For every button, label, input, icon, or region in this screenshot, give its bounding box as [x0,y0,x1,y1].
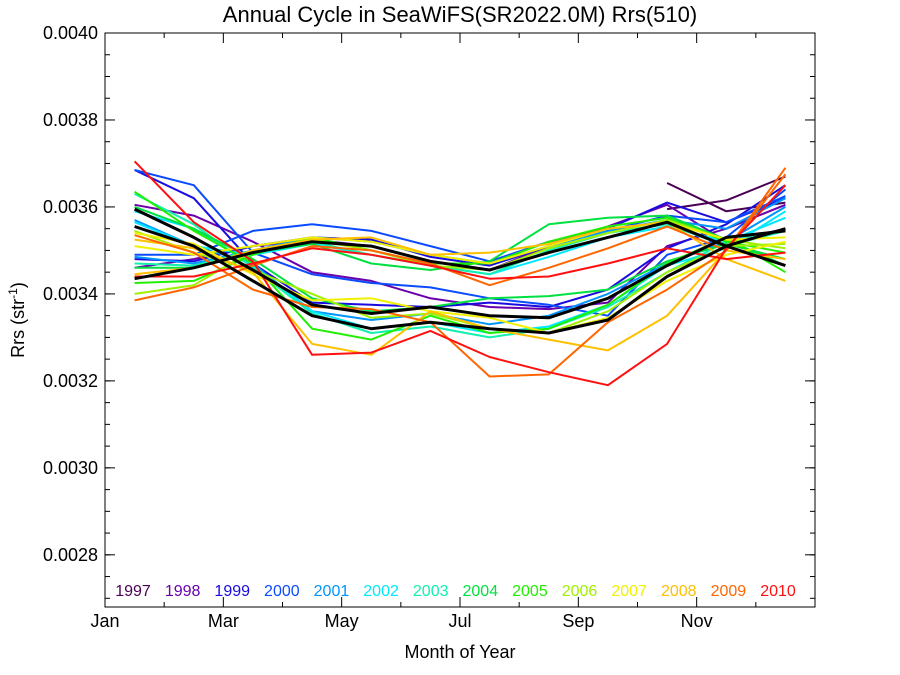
y-axis-title-close: ) [8,282,28,288]
y-tick-label: 0.0032 [43,371,98,391]
series-line-1999-upper [134,197,786,267]
series-line-mean-upper [134,220,786,281]
y-tick-label: 0.0028 [43,545,98,565]
series-line-2000-lower [134,169,787,317]
legend: 1997 1998 1999 2000 2001 2002 2003 2004 2005 2006… [115,583,796,600]
y-tick-label: 0.0034 [43,284,98,304]
legend-item-2004: 2004 [463,583,499,600]
legend-item-2001: 2001 [314,583,350,600]
legend-item-2002: 2002 [363,583,399,600]
series-line-2009-upper [134,173,787,302]
x-tick-label: Mar [208,611,239,631]
series-line-2009-lower [134,167,787,378]
x-tick-label: Sep [562,611,594,631]
x-axis-title: Month of Year [404,642,515,662]
legend-item-2006: 2006 [562,583,598,600]
legend-item-2000: 2000 [264,583,300,600]
series-line-mean-lower [133,207,786,320]
series-line-1997-lower [666,175,786,211]
legend-item-2005: 2005 [512,583,548,600]
y-tick-label: 0.0030 [43,458,98,478]
x-tick-label: Nov [681,611,713,631]
legend-item-2003: 2003 [413,583,449,600]
y-axis-title-main: Rrs (str [8,299,28,358]
legend-item-2009: 2009 [711,583,747,600]
series-line-2006-lower [134,229,786,334]
y-tick-label: 0.0040 [43,23,98,43]
y-tick-label: 0.0036 [43,197,98,217]
x-tick-label: Jan [90,611,119,631]
x-axis: Jan Mar May Jul Sep Nov [90,33,757,631]
y-axis: 0.0028 0.0030 0.0032 0.0034 0.0036 0.0038 0.00… [43,23,815,599]
legend-item-1999: 1999 [214,583,250,600]
chart-title: Annual Cycle in SeaWiFS(SR2022.0M) Rrs(5… [223,2,697,27]
y-tick-label: 0.0038 [43,110,98,130]
series-line-mean-lower-2 [134,225,786,335]
legend-item-1997: 1997 [115,583,151,600]
x-tick-label: May [325,611,359,631]
x-tick-label: Jul [448,611,471,631]
legend-item-1998: 1998 [165,583,201,600]
legend-item-2007: 2007 [611,583,647,600]
y-axis-title-superscript: -1 [6,288,20,299]
y-axis-title: Rrs (str-1) [6,282,28,358]
legend-item-2008: 2008 [661,583,697,600]
legend-item-2010: 2010 [760,583,796,600]
plot-lines [133,160,787,387]
series-line-2008-upper [134,221,786,282]
